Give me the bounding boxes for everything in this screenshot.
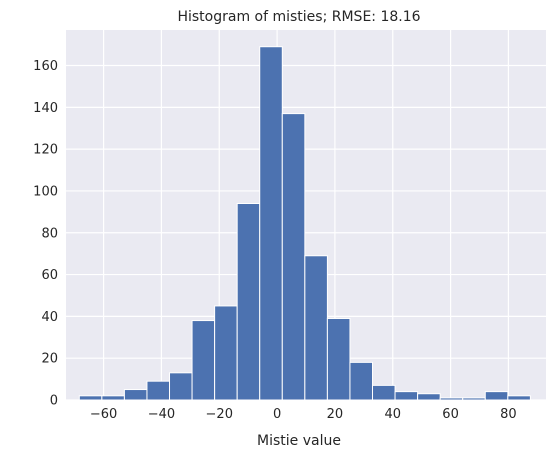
histogram-bar bbox=[372, 384, 396, 401]
histogram-bar bbox=[78, 395, 103, 401]
x-tick-label: −40 bbox=[148, 407, 175, 422]
y-tick-label: 120 bbox=[33, 143, 58, 158]
histogram-bar bbox=[146, 380, 171, 401]
histogram-bars bbox=[78, 46, 531, 401]
y-axis-ticks: 0 20 40 60 80 100 120 140 160 bbox=[33, 59, 58, 408]
y-tick-label: 20 bbox=[41, 352, 58, 367]
histogram-bar bbox=[169, 372, 193, 401]
histogram-bar bbox=[349, 361, 374, 401]
histogram-bar bbox=[304, 255, 328, 401]
histogram-bar bbox=[123, 389, 148, 401]
histogram-bar bbox=[281, 113, 306, 401]
histogram-bar bbox=[484, 391, 509, 401]
histogram-bar bbox=[439, 397, 464, 401]
x-axis-label: Mistie value bbox=[257, 433, 341, 449]
histogram-bar bbox=[101, 395, 125, 401]
y-tick-label: 0 bbox=[50, 394, 58, 409]
histogram-bar bbox=[394, 391, 419, 401]
x-tick-label: −60 bbox=[90, 407, 117, 422]
x-axis-ticks: −60 −40 −20 0 20 40 60 80 bbox=[90, 407, 517, 422]
x-tick-label: 20 bbox=[327, 407, 344, 422]
y-tick-label: 100 bbox=[33, 184, 58, 199]
histogram-bar bbox=[326, 317, 351, 401]
histogram-bar bbox=[214, 305, 238, 401]
histogram-bar bbox=[417, 393, 441, 401]
histogram-bar bbox=[236, 203, 261, 401]
x-tick-label: 60 bbox=[442, 407, 459, 422]
x-tick-label: 80 bbox=[500, 407, 517, 422]
y-tick-label: 60 bbox=[41, 268, 58, 283]
x-tick-label: 40 bbox=[384, 407, 401, 422]
chart-title: Histogram of misties; RMSE: 18.16 bbox=[177, 9, 420, 25]
y-tick-label: 160 bbox=[33, 59, 58, 74]
y-tick-label: 140 bbox=[33, 101, 58, 116]
x-tick-label: −20 bbox=[206, 407, 233, 422]
histogram-bar bbox=[191, 320, 216, 401]
histogram-bar bbox=[462, 397, 486, 401]
histogram-bar bbox=[507, 395, 531, 401]
histogram-bar bbox=[259, 46, 283, 401]
y-tick-label: 80 bbox=[41, 226, 58, 241]
y-tick-label: 40 bbox=[41, 310, 58, 325]
x-tick-label: 0 bbox=[273, 407, 281, 422]
